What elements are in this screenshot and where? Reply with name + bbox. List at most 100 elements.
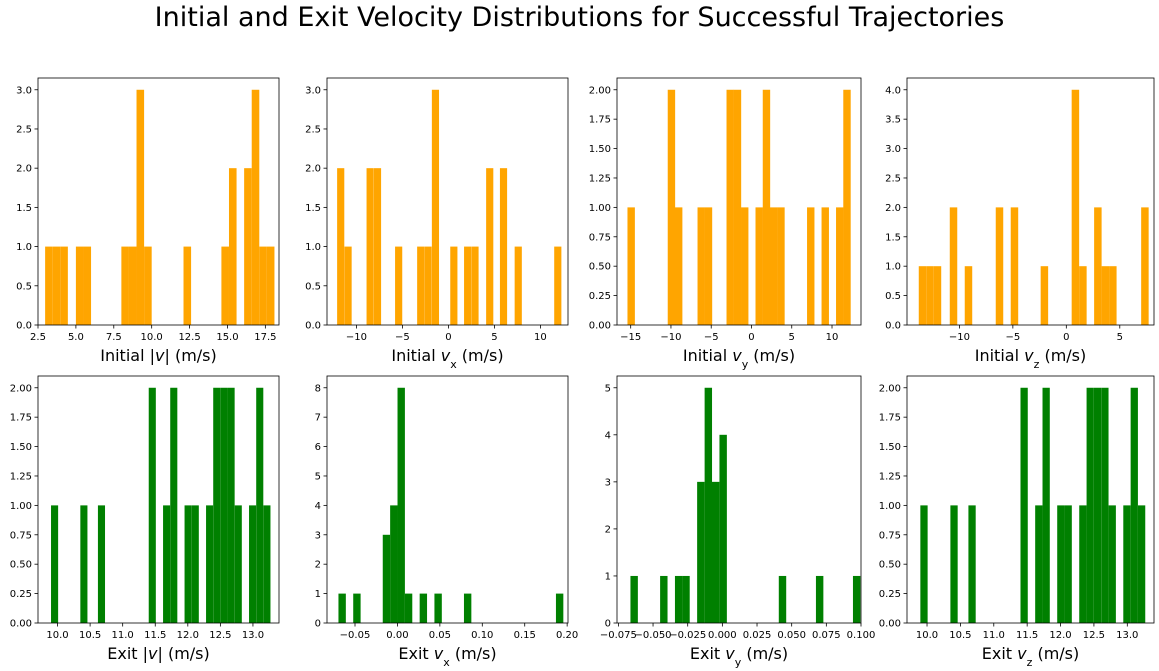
x-tick-label: −10: [660, 332, 681, 343]
y-tick-label: 1.25: [10, 471, 32, 482]
x-tick-label: 0.15: [514, 630, 536, 641]
y-tick-label: 1.0: [885, 262, 901, 273]
histogram-bar: [404, 593, 413, 623]
x-tick-label: 10.0: [46, 630, 68, 641]
y-tick-label: 1.00: [879, 501, 901, 512]
x-tick-label: 0.075: [812, 630, 841, 641]
histogram-bar: [682, 575, 690, 623]
x-tick-label: 5.0: [68, 332, 84, 343]
x-axis-label: Initial vz (m/s): [975, 346, 1087, 371]
x-tick-label: −10: [949, 332, 970, 343]
histogram-initial-vx: −10 −5 0 5 10 0.0 0.5 1.0 1.5 2.0 2.5 3.0 Initial vx…: [305, 77, 569, 371]
histogram-bar: [1123, 505, 1131, 623]
histogram-bar: [555, 593, 564, 623]
y-tick-label: 1.50: [879, 442, 901, 453]
histogram-bar: [1109, 266, 1117, 325]
histogram-bar: [128, 246, 137, 325]
histogram-bar: [463, 593, 472, 623]
axes-frame: [906, 375, 1155, 624]
figure-title: Initial and Exit Velocity Distributions …: [154, 2, 1005, 33]
histogram-bar: [417, 246, 425, 325]
histogram-bar: [821, 207, 829, 325]
histogram-bar: [249, 505, 257, 623]
x-tick-label: 5: [491, 332, 497, 343]
histogram-bar: [815, 575, 824, 623]
y-tick-label: 1.00: [589, 203, 611, 214]
histogram-bar: [1020, 387, 1028, 623]
histogram-bar: [338, 593, 346, 623]
histogram-bar: [697, 207, 705, 325]
histogram-bar: [733, 89, 742, 325]
histogram-bar: [926, 266, 934, 325]
x-tick-label: −0.05: [340, 630, 371, 641]
histogram-bar: [499, 168, 508, 325]
histogram-bar: [920, 505, 928, 623]
x-tick-label: 13.0: [242, 630, 264, 641]
y-tick-label: 2: [605, 524, 611, 535]
y-tick-label: 1: [315, 589, 321, 600]
histogram-bar: [83, 246, 92, 325]
y-tick-label: 1.50: [589, 144, 611, 155]
x-tick-label: −15: [620, 332, 641, 343]
y-tick-label: 0.25: [589, 291, 611, 302]
x-axis-label: Initial vx (m/s): [391, 346, 503, 371]
histogram-bar: [554, 246, 562, 325]
histogram-bar: [419, 593, 428, 623]
histogram-bar: [697, 481, 705, 623]
histogram-bar: [221, 246, 229, 325]
x-tick-label: 11.0: [112, 630, 134, 641]
histogram-bar: [995, 207, 1004, 325]
x-tick-label: 10: [534, 332, 547, 343]
histogram-bar: [964, 266, 973, 325]
x-tick-label: 0.05: [429, 630, 451, 641]
axes-frame: [37, 77, 280, 326]
histogram-exit-vy: −0.075−0.050−0.025 0.000 0.025 0.050 0.075 0.…: [600, 375, 875, 669]
histogram-bar: [674, 575, 683, 623]
x-tick-label: 12.5: [178, 332, 200, 343]
histogram-bar: [227, 387, 235, 623]
x-axis-label: Exit vy (m/s): [690, 644, 788, 669]
histogram-bar: [266, 246, 275, 325]
histogram-bar: [397, 387, 405, 623]
x-axis-label: Exit |v| (m/s): [107, 644, 210, 663]
x-tick-label: 0.20: [556, 630, 578, 641]
histogram-initial-speed: 2.5 5.0 7.5 10.0 12.5 15.0 17.5 0.0 0.5 1.0 1.5 2.0…: [16, 77, 280, 365]
y-tick-label: 0.25: [10, 589, 32, 600]
x-tick-label: 10.5: [949, 630, 971, 641]
histogram-bar: [52, 246, 61, 325]
x-tick-label: −10: [346, 332, 367, 343]
histogram-bar: [486, 168, 494, 325]
x-tick-label: 11.0: [983, 630, 1005, 641]
x-tick-label: 0.025: [743, 630, 772, 641]
histogram-bar: [660, 575, 668, 623]
histogram-bar: [80, 505, 88, 623]
y-tick-label: 3.0: [885, 144, 901, 155]
axes-frame: [616, 77, 862, 326]
histogram-bar: [353, 593, 361, 623]
y-tick-label: 8: [315, 383, 321, 394]
y-tick-label: 2: [315, 560, 321, 571]
histogram-bar: [471, 246, 479, 325]
x-tick-label: 5: [1117, 332, 1123, 343]
y-tick-label: 5: [605, 383, 611, 394]
histogram-bar: [741, 207, 749, 325]
x-tick-label: 12.0: [1049, 630, 1071, 641]
histogram-bar: [627, 207, 635, 325]
y-tick-label: 3.5: [885, 115, 901, 126]
y-tick-label: 6: [315, 442, 321, 453]
x-tick-label: 0.00: [386, 630, 408, 641]
histogram-bar: [191, 505, 199, 623]
y-tick-label: 3.0: [305, 85, 321, 96]
histogram-bar: [136, 89, 145, 325]
histogram-bar: [450, 246, 458, 325]
histogram-bar: [337, 168, 345, 325]
histogram-bar: [1094, 207, 1102, 325]
histogram-bar: [630, 575, 638, 623]
histogram-bar: [1086, 387, 1094, 623]
histogram-bar: [1108, 505, 1116, 623]
histogram-bar: [206, 505, 214, 623]
y-tick-label: 1.50: [10, 442, 32, 453]
histogram-bar: [1010, 207, 1019, 325]
histogram-bar: [1035, 505, 1043, 623]
